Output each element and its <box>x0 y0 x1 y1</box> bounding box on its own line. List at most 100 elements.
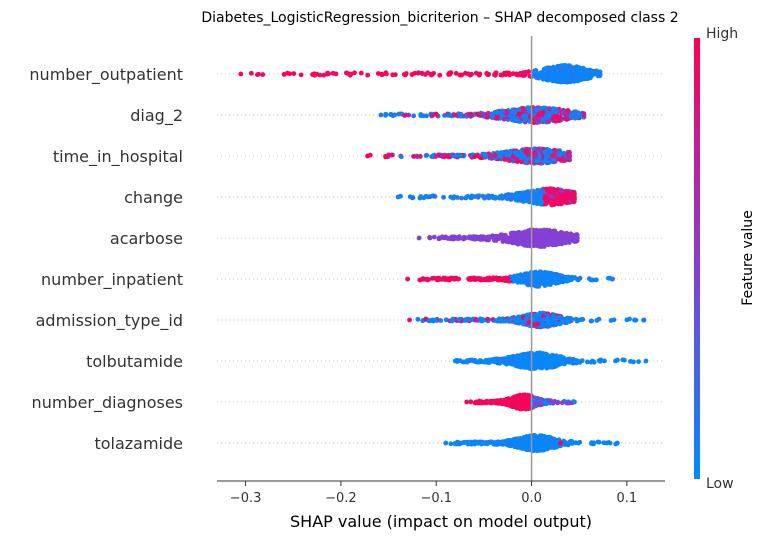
shap-point <box>248 70 254 76</box>
shap-point <box>547 186 553 192</box>
shap-point <box>464 359 470 365</box>
shap-point <box>577 360 583 365</box>
shap-point <box>550 69 556 75</box>
shap-point <box>571 189 576 195</box>
shap-point <box>516 111 522 117</box>
shap-point <box>506 70 512 76</box>
shap-point <box>636 359 641 365</box>
shap-point <box>468 399 474 405</box>
shap-point <box>504 194 510 200</box>
shap-point <box>499 356 505 362</box>
shap-point <box>534 359 540 365</box>
shap-points <box>238 63 649 454</box>
shap-point <box>427 194 433 200</box>
shap-point <box>492 234 497 240</box>
shap-point <box>479 318 485 324</box>
shap-point <box>505 276 511 281</box>
shap-point <box>532 193 538 198</box>
shap-point <box>591 359 597 365</box>
shap-point <box>559 188 564 194</box>
shap-point <box>521 234 527 240</box>
shap-point <box>519 159 524 165</box>
shap-point <box>516 354 522 360</box>
shap-point <box>533 151 538 157</box>
shap-point <box>538 70 544 76</box>
shap-point <box>483 357 489 363</box>
shap-point <box>478 155 484 161</box>
shap-point <box>358 70 364 76</box>
shap-point <box>238 71 244 77</box>
shap-point <box>523 113 528 118</box>
feature-label: number_outpatient <box>29 65 183 85</box>
shap-point <box>550 353 556 359</box>
feature-label: tolazamide <box>94 434 183 453</box>
shap-point <box>431 234 437 240</box>
shap-point <box>472 400 478 406</box>
shap-point <box>519 241 525 247</box>
shap-point <box>581 112 587 118</box>
shap-point <box>453 70 459 76</box>
shap-point <box>538 400 543 406</box>
shap-point <box>551 238 556 244</box>
shap-point <box>550 314 556 320</box>
shap-point <box>556 73 562 79</box>
feature-label: diag_2 <box>130 106 183 126</box>
shap-point <box>422 276 427 282</box>
shap-point <box>493 318 499 323</box>
shap-point <box>547 282 553 287</box>
shap-point <box>484 277 490 282</box>
shap-point <box>447 71 453 77</box>
shap-point <box>543 276 549 282</box>
shap-point <box>561 158 567 164</box>
shap-point <box>433 111 439 117</box>
shap-point <box>583 75 589 81</box>
shap-point <box>498 72 504 78</box>
shap-point <box>523 69 529 75</box>
shap-point <box>490 194 496 200</box>
shap-point <box>524 239 530 245</box>
shap-point <box>553 114 559 119</box>
shap-point <box>520 278 526 284</box>
shap-point <box>540 189 546 195</box>
shap-point <box>641 317 647 323</box>
shap-point <box>489 400 494 406</box>
shap-point <box>392 72 398 78</box>
shap-point <box>489 115 495 121</box>
shap-point <box>511 398 517 404</box>
shap-point <box>565 108 571 113</box>
shap-point <box>510 109 516 115</box>
shap-point <box>516 119 522 124</box>
shap-point <box>410 195 416 200</box>
shap-point <box>411 113 417 119</box>
shap-point <box>431 275 437 281</box>
shap-point <box>436 277 442 282</box>
shap-point <box>557 118 562 123</box>
shap-point <box>545 68 551 74</box>
shap-point <box>535 116 540 122</box>
shap-point <box>536 112 541 118</box>
shap-point <box>314 71 320 77</box>
shap-point <box>555 400 561 406</box>
feature-label: number_inpatient <box>41 270 183 290</box>
shap-point <box>511 239 517 245</box>
shap-point <box>452 194 458 200</box>
shap-point <box>610 276 615 282</box>
shap-point <box>526 108 532 114</box>
shap-point <box>558 63 564 69</box>
shap-point <box>395 194 401 200</box>
shap-point <box>543 400 548 406</box>
shap-point <box>383 154 388 159</box>
shap-point <box>541 159 547 165</box>
shap-point <box>426 318 432 324</box>
shap-point <box>472 154 478 160</box>
shap-point <box>631 359 636 365</box>
shap-point <box>483 153 489 159</box>
shap-point <box>416 235 422 241</box>
shap-point <box>588 277 594 283</box>
shap-point <box>467 275 473 281</box>
shap-point <box>472 236 478 242</box>
feature-label: admission_type_id <box>36 311 183 331</box>
shap-point <box>548 193 554 199</box>
shap-point <box>409 72 415 77</box>
shap-point <box>585 359 590 365</box>
